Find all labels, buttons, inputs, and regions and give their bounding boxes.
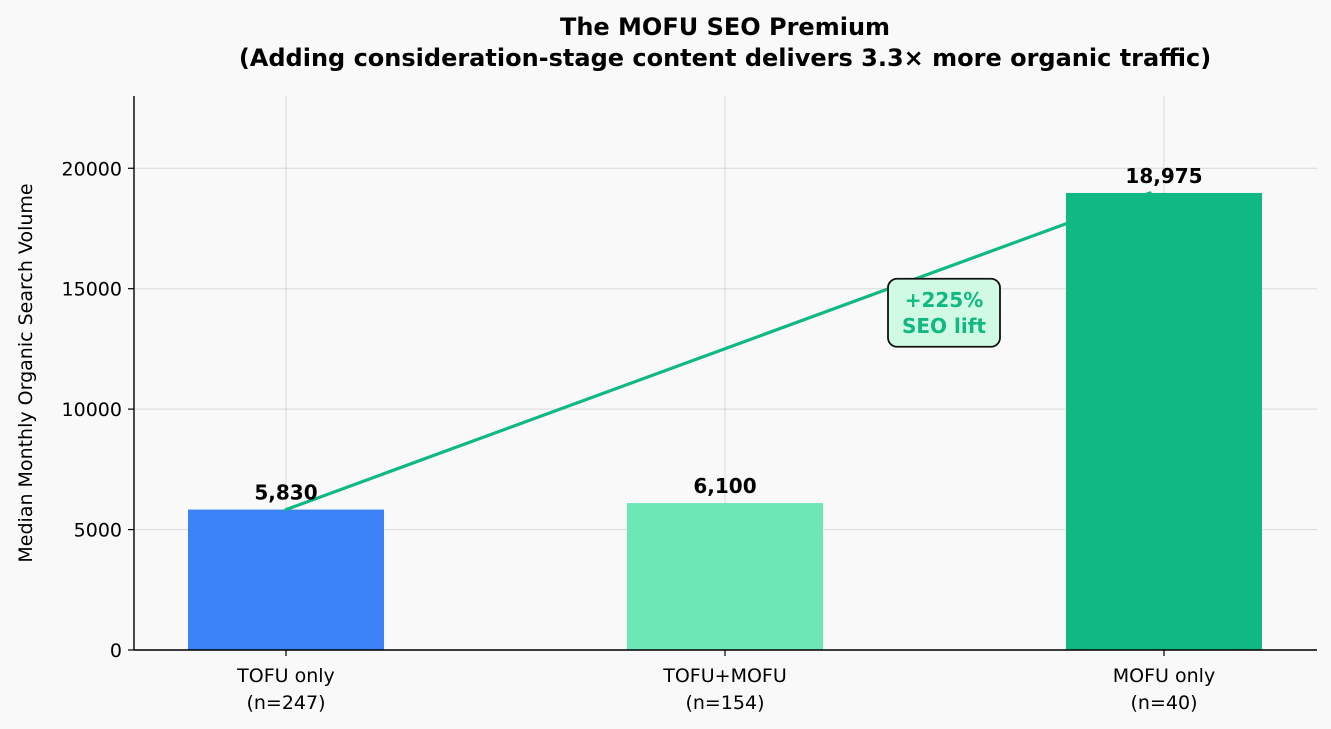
x-tick-label: TOFU+MOFU bbox=[662, 665, 787, 687]
y-tick-label: 5000 bbox=[74, 520, 122, 542]
x-tick-label: TOFU only bbox=[236, 665, 335, 687]
chart-title: The MOFU SEO Premium bbox=[560, 13, 890, 41]
annotation-line1: +225% bbox=[905, 288, 984, 312]
x-tick-sublabel: (n=247) bbox=[246, 692, 325, 714]
axes: 0 5000 10000 15000 20000 TOFU only (n=247) TOFU… bbox=[62, 96, 1317, 714]
bars bbox=[188, 192, 1262, 650]
chart-subtitle: (Adding consideration-stage content deli… bbox=[239, 44, 1211, 72]
value-label: 6,100 bbox=[693, 474, 756, 498]
bar-2 bbox=[1066, 192, 1262, 650]
value-label: 5,830 bbox=[254, 481, 317, 505]
x-tick-label: MOFU only bbox=[1113, 665, 1215, 687]
annotation: +225%SEO lift bbox=[887, 277, 1001, 348]
y-axis-label: Median Monthly Organic Search Volume bbox=[15, 183, 37, 562]
annotation-box bbox=[887, 277, 1001, 348]
trend-line bbox=[284, 191, 1152, 512]
y-tick-label: 10000 bbox=[62, 399, 122, 421]
annotation-line2: SEO lift bbox=[902, 314, 986, 338]
x-tick-sublabel: (n=154) bbox=[685, 692, 764, 714]
y-tick-label: 15000 bbox=[62, 279, 122, 301]
labels: 5,830 6,100 18,975 bbox=[254, 164, 1202, 505]
trend bbox=[284, 191, 1152, 512]
y-tick-label: 20000 bbox=[62, 158, 122, 180]
bar-0 bbox=[188, 509, 384, 650]
x-tick-sublabel: (n=40) bbox=[1131, 692, 1198, 714]
value-label: 18,975 bbox=[1125, 164, 1202, 188]
bar-1 bbox=[627, 503, 823, 650]
y-tick-label: 0 bbox=[110, 640, 122, 662]
